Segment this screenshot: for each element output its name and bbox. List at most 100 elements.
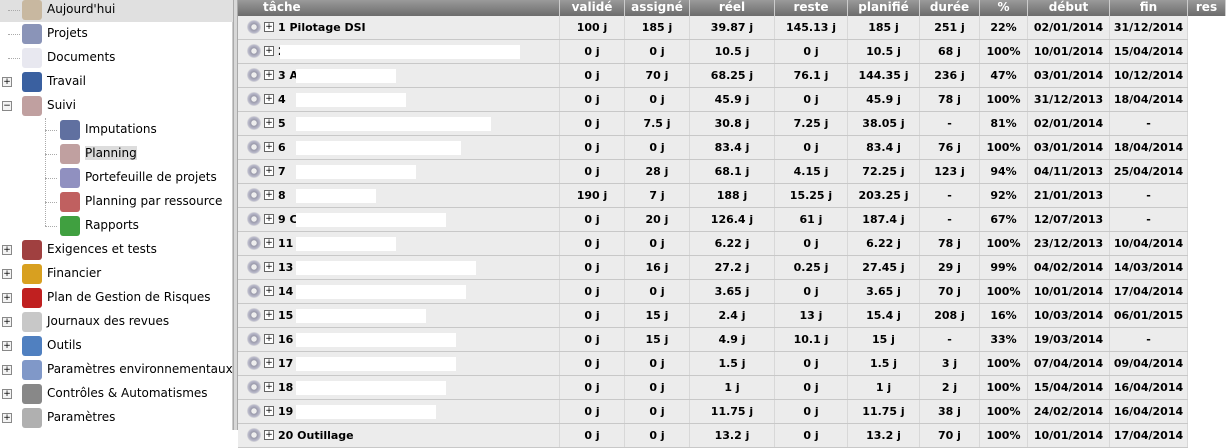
- gear-icon[interactable]: [247, 164, 261, 178]
- expand-icon[interactable]: +: [2, 365, 12, 375]
- sidebar-item-outils[interactable]: + Outils: [0, 334, 233, 358]
- column-header-3[interactable]: réel: [690, 0, 775, 16]
- cell-reste: 0 j: [775, 88, 848, 111]
- tree-connector: [45, 130, 57, 131]
- computer-icon: [22, 72, 42, 92]
- column-header-8[interactable]: début: [1028, 0, 1110, 16]
- expand-icon[interactable]: +: [264, 286, 274, 296]
- table-row[interactable]: +15 0 j 15 j 2.4 j 13 j 15.4 j 208 j 16% 10/03/2…: [238, 304, 1188, 328]
- expand-icon[interactable]: +: [264, 70, 274, 80]
- sidebar-item-documents[interactable]: Documents: [0, 46, 233, 70]
- sidebar-item-portefeuille-de-projets[interactable]: Portefeuille de projets: [0, 166, 233, 190]
- column-header-4[interactable]: reste: [775, 0, 848, 16]
- gear-icon[interactable]: [247, 116, 261, 130]
- gear-icon[interactable]: [247, 44, 261, 58]
- gear-icon[interactable]: [247, 140, 261, 154]
- gear-icon[interactable]: [247, 380, 261, 394]
- expand-icon[interactable]: +: [264, 310, 274, 320]
- column-header-2[interactable]: assigné: [625, 0, 690, 16]
- expand-icon[interactable]: +: [264, 382, 274, 392]
- column-header-5[interactable]: planifié: [848, 0, 920, 16]
- gear-icon[interactable]: [247, 404, 261, 418]
- expand-icon[interactable]: +: [2, 77, 12, 87]
- gear-icon[interactable]: [247, 92, 261, 106]
- column-header-0[interactable]: tâche: [238, 0, 560, 16]
- expand-icon[interactable]: +: [264, 166, 274, 176]
- gear-icon[interactable]: [247, 332, 261, 346]
- expand-icon[interactable]: +: [2, 413, 12, 423]
- gear-icon[interactable]: [247, 188, 261, 202]
- table-row[interactable]: +7 0 j 28 j 68.1 j 4.15 j 72.25 j 123 j 94% 04/1…: [238, 160, 1188, 184]
- expand-icon[interactable]: +: [264, 214, 274, 224]
- expand-icon[interactable]: +: [2, 245, 12, 255]
- cell-réel: 1 j: [690, 376, 775, 399]
- expand-icon[interactable]: +: [264, 22, 274, 32]
- expand-icon[interactable]: +: [264, 190, 274, 200]
- sidebar-item-suivi[interactable]: − Suivi: [0, 94, 233, 118]
- expand-icon[interactable]: +: [2, 269, 12, 279]
- expand-icon[interactable]: +: [264, 238, 274, 248]
- sidebar-item-planning-par-ressource[interactable]: Planning par ressource: [0, 190, 233, 214]
- expand-icon[interactable]: +: [264, 94, 274, 104]
- table-row[interactable]: +5 0 j 7.5 j 30.8 j 7.25 j 38.05 j -81% 02/01/2…: [238, 112, 1188, 136]
- sidebar-item-aujourd-hui[interactable]: Aujourd'hui: [0, 0, 233, 22]
- column-header-1[interactable]: validé: [560, 0, 625, 16]
- gear-icon[interactable]: [247, 308, 261, 322]
- sidebar-item-imputations[interactable]: Imputations: [0, 118, 233, 142]
- expand-icon[interactable]: +: [2, 341, 12, 351]
- sidebar-item-projets[interactable]: Projets: [0, 22, 233, 46]
- sidebar-item-planning[interactable]: Planning: [0, 142, 233, 166]
- table-row[interactable]: +1 Pilotage DSI 100 j 185 j 39.87 j 145.13 j…: [238, 16, 1188, 40]
- gear-icon[interactable]: [247, 212, 261, 226]
- sidebar-item-parame-tres[interactable]: + Paramètres: [0, 406, 233, 430]
- cell-planifié: 187.4 j: [848, 208, 920, 231]
- expand-icon[interactable]: +: [264, 358, 274, 368]
- expand-icon[interactable]: +: [2, 317, 12, 327]
- cell-assigné: 0 j: [625, 88, 690, 111]
- sidebar-item-contro-les-automatismes[interactable]: + Contrôles & Automatismes: [0, 382, 233, 406]
- gear-icon[interactable]: [247, 260, 261, 274]
- gear-icon[interactable]: [247, 236, 261, 250]
- redaction: [296, 69, 396, 83]
- sidebar-item-travail[interactable]: + Travail: [0, 70, 233, 94]
- sidebar-item-rapports[interactable]: Rapports: [0, 214, 233, 238]
- expand-icon[interactable]: +: [2, 293, 12, 303]
- collapse-icon[interactable]: −: [2, 101, 12, 111]
- sidebar-item-plan-de-gestion-de-risques[interactable]: + Plan de Gestion de Risques: [0, 286, 233, 310]
- sidebar-item-parame-tres-environnementaux[interactable]: + Paramètres environnementaux: [0, 358, 233, 382]
- splitter-handle[interactable]: [233, 0, 238, 430]
- sidebar-item-exigences-et-tests[interactable]: + Exigences et tests: [0, 238, 233, 262]
- expand-icon[interactable]: +: [2, 389, 12, 399]
- expand-icon[interactable]: +: [264, 334, 274, 344]
- table-row[interactable]: +16 0 j 15 j 4.9 j 10.1 j 15 j -33% 19/03/2014-: [238, 328, 1188, 352]
- expand-icon[interactable]: +: [264, 262, 274, 272]
- gear-icon[interactable]: [247, 68, 261, 82]
- gear-icon[interactable]: [247, 20, 261, 34]
- gear-icon[interactable]: [247, 284, 261, 298]
- column-header-7[interactable]: %: [980, 0, 1028, 16]
- column-header-6[interactable]: durée: [920, 0, 980, 16]
- expand-icon[interactable]: +: [264, 406, 274, 416]
- table-row[interactable]: +20 j0 j10.5 j0 j10.5 j68 j100%10/01/201…: [238, 40, 1188, 64]
- cell-reste: 7.25 j: [775, 112, 848, 135]
- expand-icon[interactable]: +: [264, 46, 274, 56]
- table-row[interactable]: +13 0 j 16 j 27.2 j 0.25 j 27.45 j 29 j 99% 04/0…: [238, 256, 1188, 280]
- sidebar-item-financier[interactable]: + Financier: [0, 262, 233, 286]
- column-header-10[interactable]: res: [1188, 0, 1226, 16]
- expand-icon[interactable]: +: [264, 142, 274, 152]
- expand-icon[interactable]: +: [264, 118, 274, 128]
- sidebar-item-journaux-des-revues[interactable]: + Journaux des revues: [0, 310, 233, 334]
- gear-icon[interactable]: [247, 356, 261, 370]
- column-header-9[interactable]: fin: [1110, 0, 1188, 16]
